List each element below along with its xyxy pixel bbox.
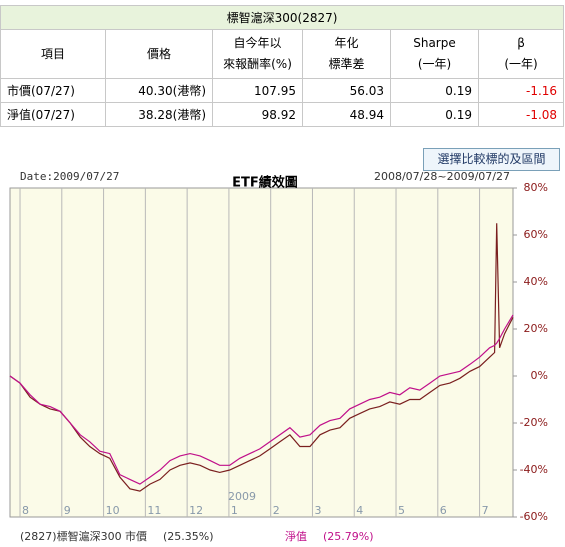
y-tick-label: 0%: [531, 369, 548, 382]
header-text: 項目: [40, 46, 65, 61]
x-tick-label: 1: [231, 504, 238, 517]
legend-name: 淨值: [285, 530, 307, 543]
plot-area: [9, 187, 514, 518]
header-cell: 價格: [105, 29, 213, 79]
y-tick-label: 20%: [524, 322, 548, 335]
y-tick-label: 80%: [524, 181, 548, 194]
header-cell: β (一年): [477, 29, 565, 79]
legend-prefix: (2827)標智滬深300: [20, 529, 122, 543]
y-tick-label: 40%: [524, 275, 548, 288]
table-cell: 0.19: [390, 102, 479, 127]
year-label: 2009: [228, 490, 256, 503]
quote-table: 標智滬深300(2827) 項目 價格 自今年以 來報酬率(%) 年化 標準差 Sharpe…: [0, 5, 565, 127]
table-cell: -1.08: [477, 102, 565, 127]
x-tick-label: 8: [22, 504, 29, 517]
chart-title: ETF績效圖: [232, 175, 298, 191]
x-tick-label: 6: [440, 504, 447, 517]
x-tick-label: 9: [64, 504, 71, 517]
header-cell: 項目: [0, 29, 106, 79]
table-cell: -1.16: [477, 78, 565, 103]
x-tick-label: 10: [106, 504, 120, 517]
table-cell: 107.95: [212, 78, 303, 103]
header-text: 價格: [146, 46, 171, 61]
x-tick-label: 12: [189, 504, 203, 517]
series-line: [9, 314, 514, 485]
x-tick-label: 2: [273, 504, 280, 517]
y-tick-label: -60%: [520, 510, 548, 523]
header-text: (一年): [417, 57, 452, 71]
table-row: 淨值(07/27) 38.28(港幣) 98.92 48.94 0.19 -1.08: [0, 102, 565, 127]
x-tick-label: 5: [398, 504, 405, 517]
x-tick-label: 11: [147, 504, 161, 517]
table-cell: 38.28(港幣): [105, 102, 213, 127]
header-text: 年化: [334, 36, 359, 50]
y-tick-label: 60%: [524, 228, 548, 241]
table-cell: 98.92: [212, 102, 303, 127]
chart: Date:2009/07/27 ETF績效圖 2008/07/28~2009/07/…: [9, 170, 548, 543]
header-text: 標準差: [328, 57, 365, 71]
x-tick-label: 4: [356, 504, 363, 517]
legend-return: (25.35%): [163, 530, 214, 543]
y-tick-label: -40%: [520, 463, 548, 476]
table-cell: 48.94: [302, 102, 391, 127]
header-cell: 自今年以來報酬率(%): [212, 29, 303, 79]
compare-button[interactable]: 選擇比較標的及區間: [423, 148, 560, 171]
table-title: 標智滬深300(2827): [0, 5, 565, 30]
series-line: [9, 223, 514, 492]
table-cell: 市價(07/27): [0, 78, 106, 103]
table-cell: 40.30(港幣): [105, 78, 213, 103]
table-cell: 56.03: [302, 78, 391, 103]
header-text: 自今年以: [233, 36, 282, 50]
y-tick-label: -20%: [520, 416, 548, 429]
header-text: β: [517, 36, 525, 50]
table-row: 市價(07/27) 40.30(港幣) 107.95 56.03 0.19 -1.16: [0, 78, 565, 103]
header-cell: Sharpe (一年): [390, 29, 479, 79]
table-cell: 0.19: [390, 78, 479, 103]
header-text: Sharpe: [413, 36, 456, 50]
header-text: (一年): [504, 57, 538, 71]
legend-return: (25.79%): [323, 530, 374, 543]
legend-name: 市價: [125, 529, 147, 543]
x-tick-label: 7: [482, 504, 489, 517]
table-cell: 淨值(07/27): [0, 102, 106, 127]
range-label: 2008/07/28~2009/07/27: [374, 170, 510, 183]
date-label: Date:2009/07/27: [20, 170, 119, 183]
x-tick-label: 3: [314, 504, 321, 517]
header-cell: 年化 標準差: [302, 29, 391, 79]
header-text: 來報酬率(%): [223, 57, 292, 71]
